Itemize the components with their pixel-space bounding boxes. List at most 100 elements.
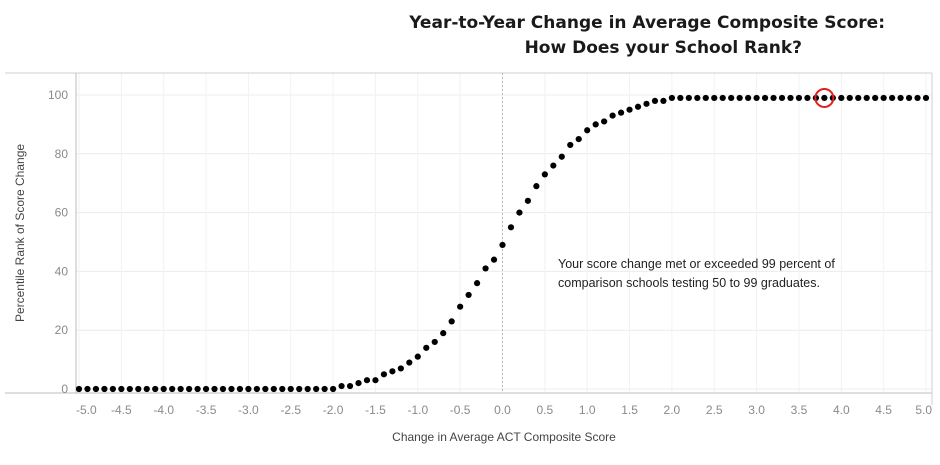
- data-point: [313, 385, 320, 393]
- x-tick-label: 1.0: [579, 403, 596, 417]
- data-point: [101, 385, 108, 393]
- x-tick-label: 2.5: [706, 403, 723, 417]
- x-tick-label: -3.5: [196, 403, 217, 417]
- data-point: [584, 127, 591, 134]
- data-point: [397, 365, 404, 372]
- x-tick-label: 1.5: [621, 403, 638, 417]
- x-tick-label: 0.0: [494, 403, 511, 417]
- data-point: [143, 385, 150, 393]
- data-point: [838, 94, 845, 102]
- data-point: [804, 94, 811, 102]
- data-point: [253, 385, 260, 393]
- x-tick-label: -0.5: [450, 403, 471, 417]
- data-point: [431, 338, 438, 346]
- data-point: [406, 359, 413, 366]
- x-tick-label: 5.0: [915, 403, 932, 417]
- data-point: [448, 318, 455, 325]
- data-point: [414, 353, 421, 360]
- data-point: [109, 385, 116, 393]
- data-point: [482, 265, 489, 272]
- data-point: [126, 385, 133, 393]
- data-point: [778, 94, 786, 102]
- data-point: [533, 183, 540, 190]
- data-point: [202, 385, 210, 393]
- x-tick-label: -4.0: [153, 403, 174, 417]
- data-point: [245, 385, 252, 393]
- data-point: [355, 380, 362, 387]
- data-point: [338, 382, 345, 390]
- data-point: [507, 224, 515, 231]
- data-point: [694, 94, 701, 102]
- data-point: [194, 385, 201, 393]
- data-point: [262, 385, 269, 393]
- data-point: [677, 94, 684, 102]
- data-point: [660, 97, 667, 104]
- data-point: [304, 385, 311, 393]
- x-tick-label: -2.0: [323, 403, 344, 417]
- data-point: [380, 371, 388, 378]
- data-point: [346, 382, 354, 390]
- data-point: [719, 94, 726, 102]
- data-point: [626, 106, 633, 113]
- data-point: [880, 94, 887, 102]
- data-point: [211, 385, 218, 393]
- data-point: [889, 94, 896, 102]
- data-point: [219, 385, 227, 393]
- data-point: [558, 153, 565, 160]
- data-point: [601, 118, 608, 125]
- data-point: [321, 385, 328, 393]
- data-point: [795, 94, 803, 102]
- data-point: [423, 344, 430, 351]
- data-point: [490, 256, 498, 263]
- data-point: [567, 141, 574, 149]
- data-point: [863, 94, 870, 102]
- x-axis-ticks: -5.0 -4.5 -4.0 -3.5 -3.0 -2.5 -2.0 -1.5 -1.0 -0.5…: [76, 403, 932, 417]
- data-point: [905, 94, 913, 102]
- x-tick-label: -5.0: [76, 403, 97, 417]
- data-point: [186, 385, 193, 393]
- y-tick-label: 40: [55, 264, 69, 278]
- x-axis-title: Change in Average ACT Composite Score: [392, 430, 616, 444]
- data-point: [914, 94, 921, 102]
- data-point: [177, 385, 184, 393]
- data-point: [855, 94, 862, 102]
- data-point: [236, 385, 244, 393]
- data-point: [761, 94, 769, 102]
- y-tick-label: 0: [61, 382, 68, 396]
- data-point: [372, 377, 379, 384]
- grid: [76, 73, 932, 393]
- data-point: [465, 291, 472, 299]
- data-point: [634, 103, 642, 110]
- data-point: [728, 94, 735, 102]
- data-point: [668, 94, 676, 102]
- data-point: [296, 385, 303, 393]
- data-point: [524, 197, 532, 204]
- data-point: [499, 241, 506, 249]
- data-point: [711, 94, 718, 102]
- y-axis-ticks: 0 20 40 60 80 100: [48, 88, 68, 396]
- x-tick-label: 4.5: [875, 403, 892, 417]
- x-tick-label: 3.0: [748, 403, 765, 417]
- data-point: [541, 171, 548, 178]
- data-point: [92, 385, 100, 393]
- data-point: [118, 385, 125, 393]
- x-tick-label: -3.0: [238, 403, 259, 417]
- data-point: [84, 385, 91, 393]
- data-point: [846, 94, 853, 102]
- data-point: [745, 94, 752, 102]
- data-point: [922, 94, 930, 102]
- x-tick-label: 2.0: [664, 403, 681, 417]
- data-point: [897, 94, 904, 102]
- data-points: [75, 94, 930, 393]
- data-point: [609, 112, 616, 119]
- data-point: [753, 94, 760, 102]
- data-point: [440, 330, 447, 337]
- x-tick-label: -2.5: [280, 403, 301, 417]
- y-tick-label: 100: [48, 88, 68, 102]
- annotation-line-2: comparison schools testing 50 to 99 grad…: [558, 276, 820, 290]
- data-point: [821, 94, 828, 102]
- school-highlight-marker: [814, 87, 835, 108]
- y-tick-label: 60: [55, 206, 69, 220]
- data-point: [279, 385, 286, 393]
- data-point: [169, 385, 176, 393]
